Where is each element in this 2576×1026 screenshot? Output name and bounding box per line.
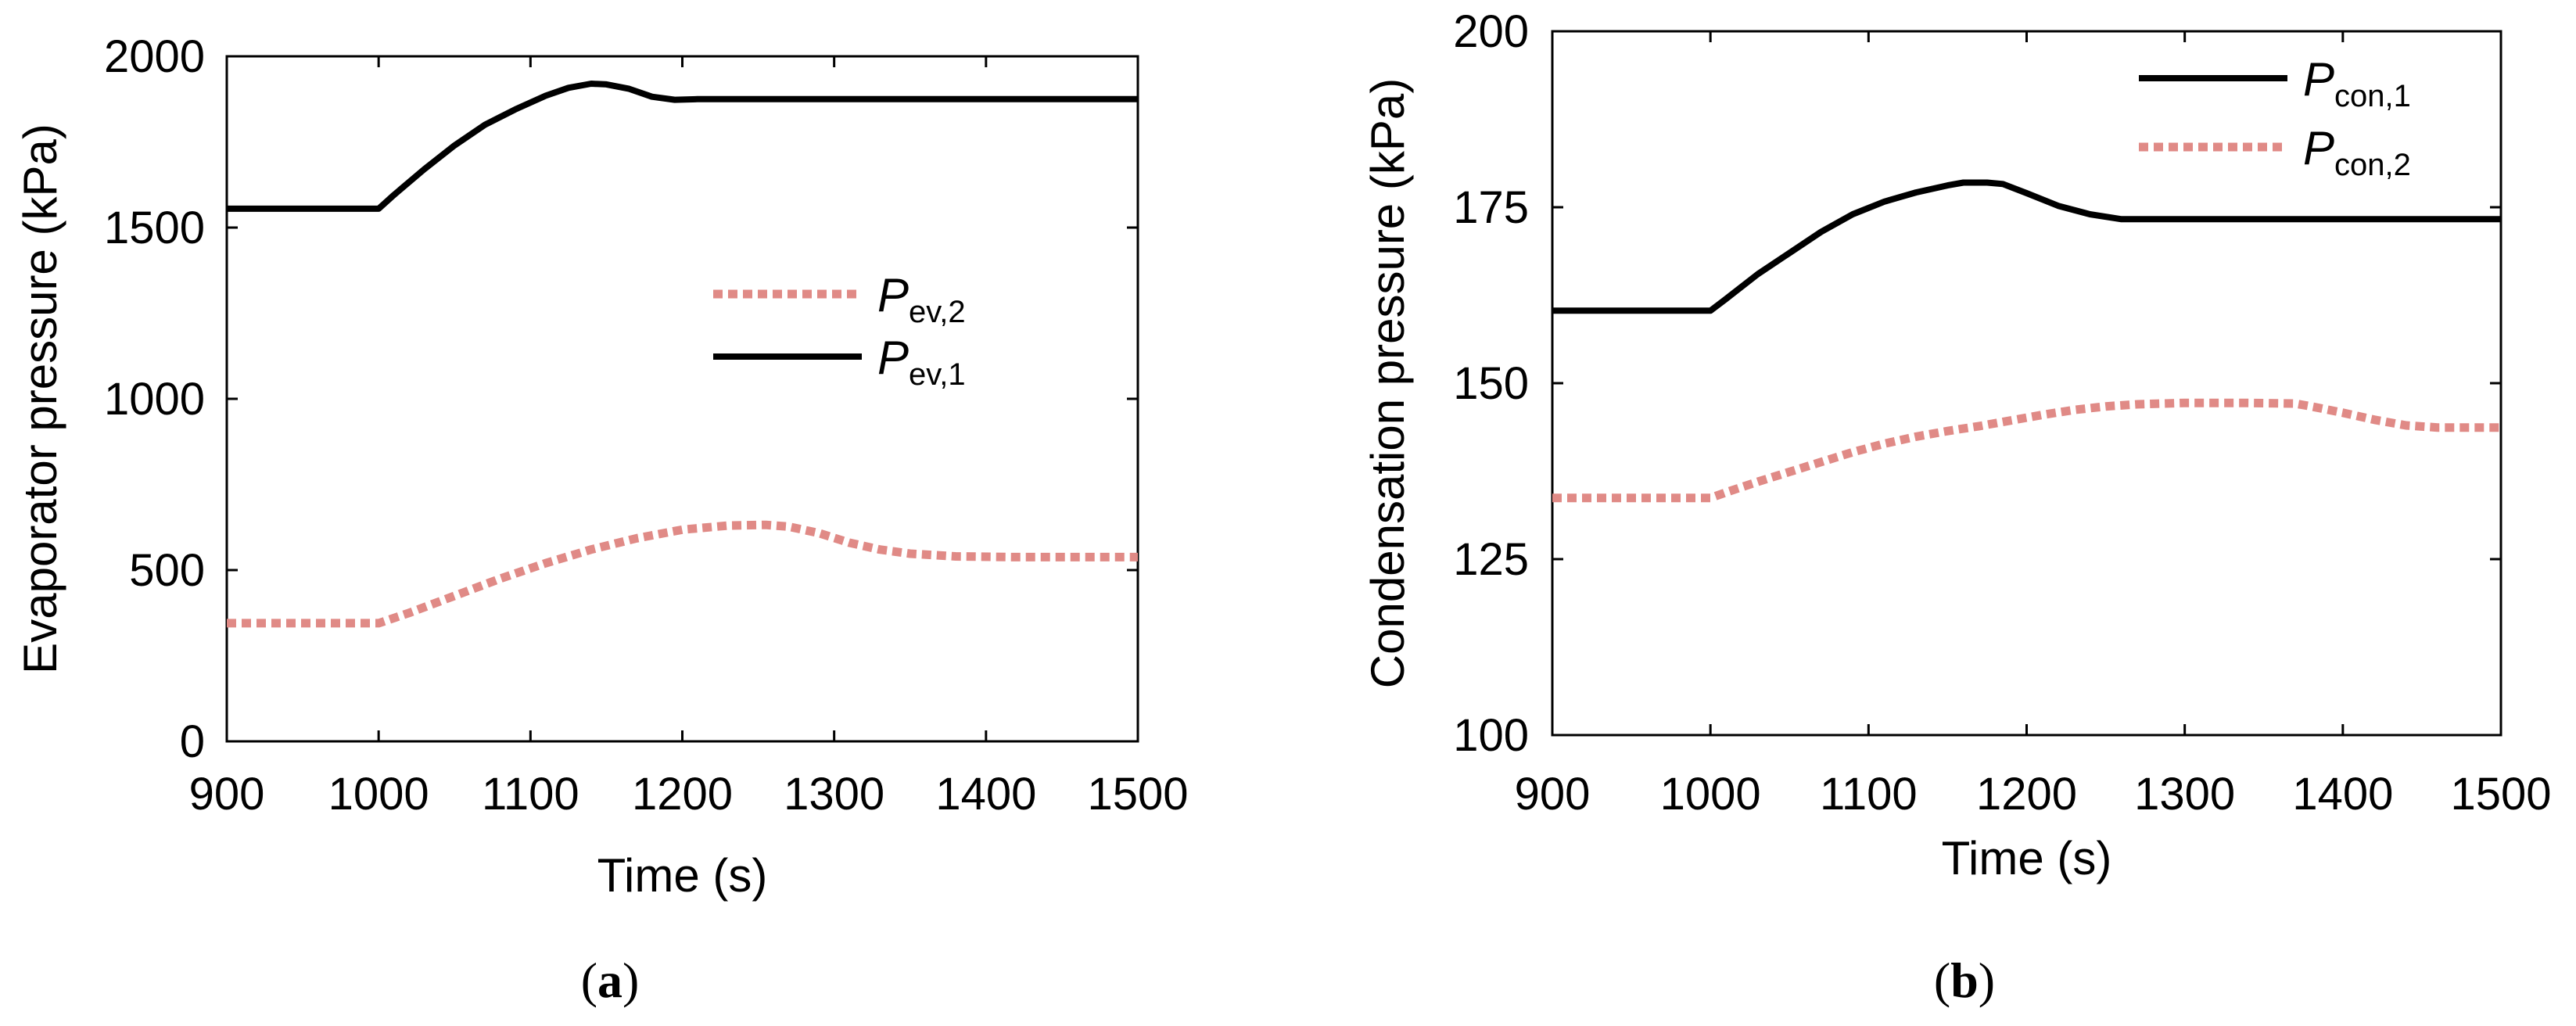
x-tick-label: 1400 — [2292, 769, 2393, 820]
y-axis-label: Evaporator pressure (kPa) — [14, 124, 66, 674]
legend-label: Pev,1 — [877, 332, 966, 392]
panel-label: (a) — [581, 952, 640, 1008]
x-axis-label: Time (s) — [597, 849, 768, 902]
x-tick-label: 1500 — [2450, 769, 2551, 820]
y-tick-label: 200 — [1453, 6, 1529, 57]
series-line-p-con-1 — [1552, 179, 2501, 314]
x-tick-label: 1200 — [1976, 769, 2077, 820]
series-line-p-ev-2 — [227, 520, 1138, 628]
panel-label-open: ( — [1934, 952, 1950, 1008]
x-tick-label: 900 — [1515, 769, 1591, 820]
panel-label-close: ) — [622, 952, 639, 1008]
y-tick-label: 0 — [180, 716, 205, 767]
legend-label-sub: ev,2 — [909, 295, 966, 329]
panel-label: (b) — [1934, 952, 1995, 1008]
series-line-p-ev-1 — [227, 81, 1138, 212]
panel-label-letter: a — [597, 952, 622, 1008]
legend-label: Pcon,1 — [2303, 53, 2411, 113]
legend-label-main: P — [2303, 122, 2334, 174]
y-tick-label: 125 — [1453, 534, 1529, 585]
series-line-p-con-2 — [1552, 398, 2501, 503]
legend-label: Pcon,2 — [2303, 122, 2411, 182]
x-tick-label: 1500 — [1087, 769, 1188, 820]
x-axis-label: Time (s) — [1942, 832, 2112, 884]
panel-label-letter: b — [1950, 952, 1979, 1008]
y-tick-label: 1500 — [104, 203, 205, 253]
x-tick-label: 900 — [189, 769, 265, 820]
y-tick-label: 100 — [1453, 710, 1529, 761]
legend-label-sub: ev,1 — [909, 357, 966, 392]
legend-label-sub: con,2 — [2334, 148, 2411, 182]
legend-label-main: P — [877, 269, 909, 321]
plot-frame — [1551, 30, 2502, 737]
legend-label-main: P — [2303, 53, 2334, 106]
plot-frame — [225, 55, 1139, 743]
legend-label-sub: con,1 — [2334, 79, 2411, 113]
legend-label: Pev,2 — [877, 269, 966, 329]
x-tick-label: 1000 — [1660, 769, 1761, 820]
x-tick-label: 1100 — [482, 769, 579, 820]
x-tick-label: 1000 — [328, 769, 429, 820]
x-tick-label: 1300 — [2134, 769, 2235, 820]
y-tick-label: 150 — [1453, 358, 1529, 409]
x-tick-label: 1400 — [935, 769, 1036, 820]
y-tick-label: 1000 — [104, 374, 205, 425]
y-tick-label: 2000 — [104, 31, 205, 82]
panel-label-close: ) — [1979, 952, 1995, 1008]
panel-a: 900 1000 1100 1200 1300 1400 1500 0 500 1000 1500 2… — [14, 31, 1189, 1008]
y-tick-label: 500 — [129, 545, 205, 596]
legend-label-main: P — [877, 332, 909, 384]
x-tick-label: 1200 — [632, 769, 733, 820]
y-tick-label: 175 — [1453, 182, 1529, 233]
y-axis-label: Condensation pressure (kPa) — [1362, 78, 1414, 688]
x-tick-label: 1300 — [784, 769, 884, 820]
panel-label-open: ( — [581, 952, 597, 1008]
x-tick-label: 1100 — [1820, 769, 1918, 820]
panel-b: 900 1000 1100 1200 1300 1400 1500 100 125 150 175 2… — [1362, 6, 2552, 1008]
